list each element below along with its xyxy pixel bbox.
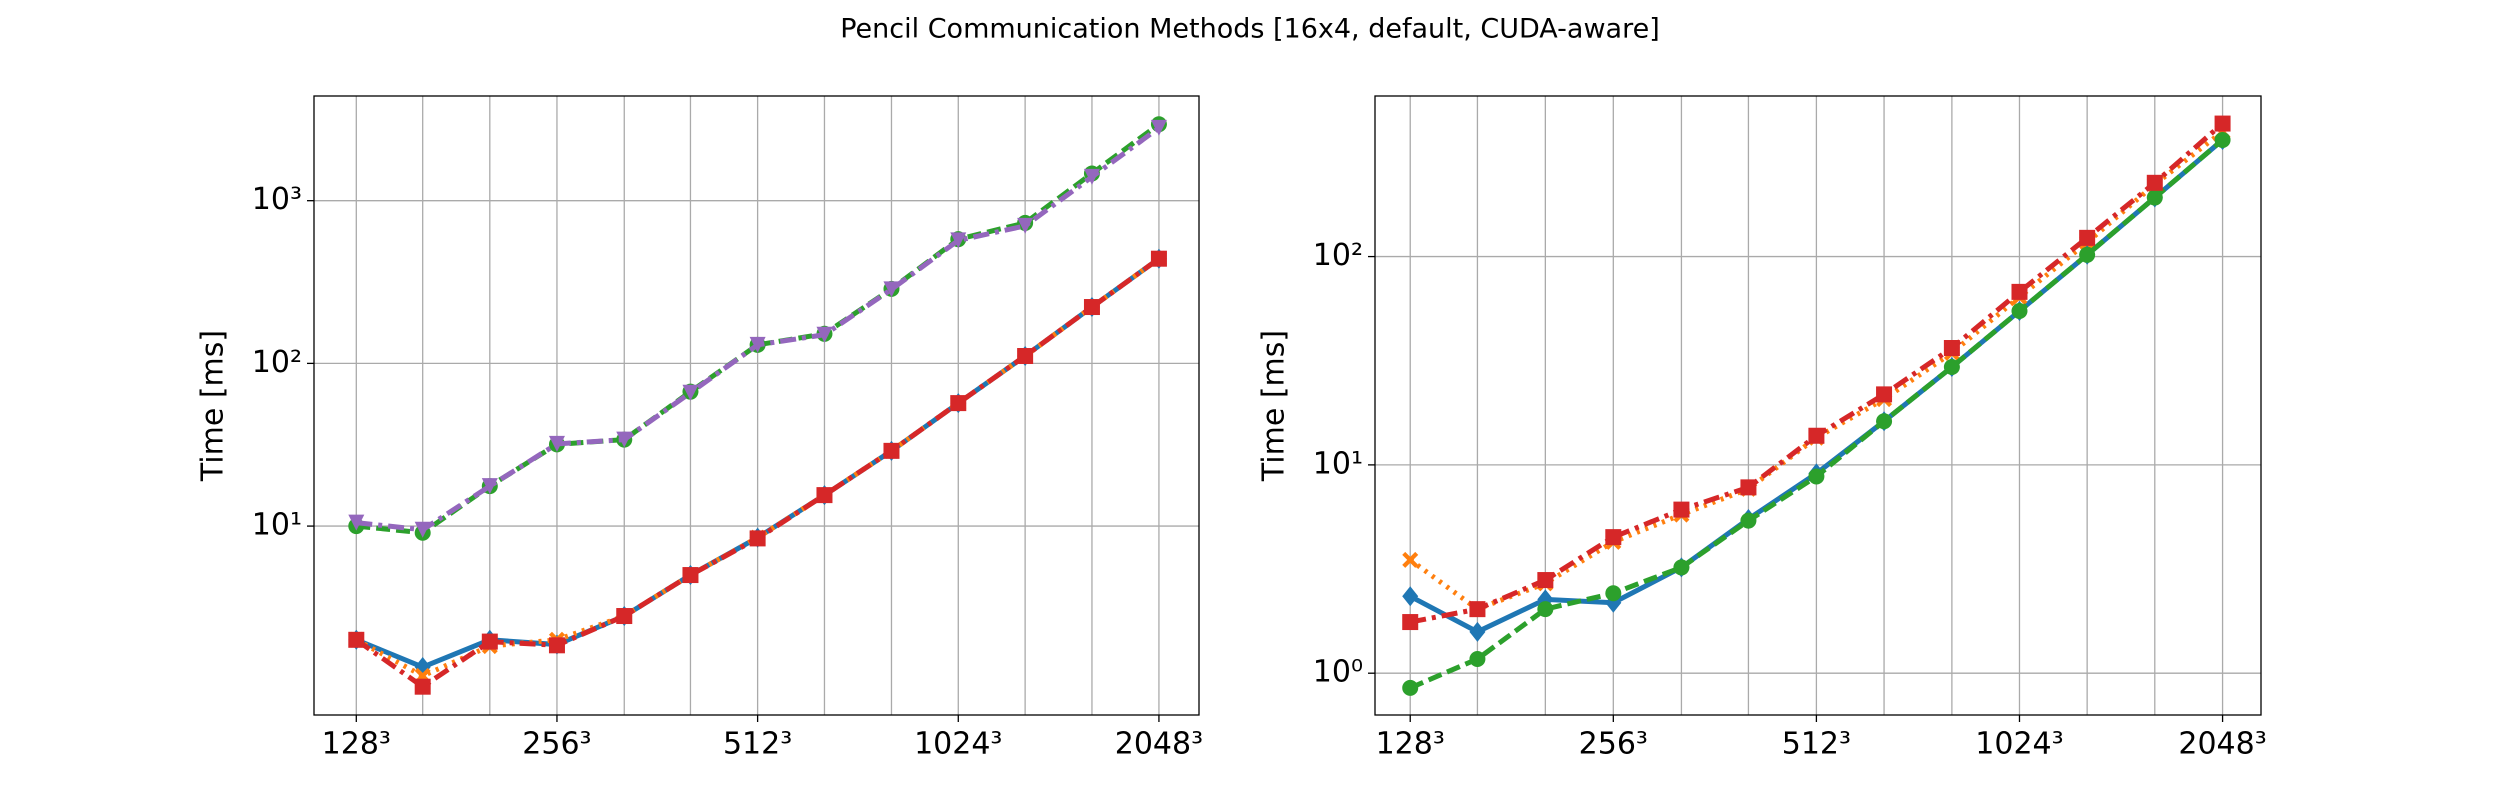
marker [548,637,565,654]
marker [2011,283,2028,300]
marker [1605,585,1622,602]
marker [1537,572,1554,589]
marker [348,514,365,531]
y-axis-label: Time [ms] [196,330,231,482]
x-tick-label: 512³ [1782,727,1851,762]
marker [816,326,833,343]
marker [1943,340,1960,357]
marker [1673,501,1690,518]
marker [1673,559,1690,576]
marker [414,521,431,538]
x-tick-label: 1024³ [914,727,1002,762]
x-tick-label: 128³ [1376,727,1445,762]
marker [2079,229,2096,246]
marker [2146,189,2163,206]
marker [950,232,967,249]
marker [1402,551,1419,568]
marker [2079,246,2096,263]
x-tick-label: 512³ [723,727,792,762]
axes: 10¹ 10² 10³ 128³ 256³ 512³ 1024³ 2048³ Time [ms] [196,95,1203,762]
marker [414,678,431,695]
marker [950,395,967,412]
marker [1469,650,1486,667]
marker [2146,174,2163,191]
marker [1469,601,1486,618]
marker [1017,217,1034,234]
x-tick-label: 256³ [522,727,591,762]
y-axis-label: Time [ms] [1257,330,1292,482]
marker [2214,131,2231,148]
x-tick-label: 2048³ [2178,727,2266,762]
marker [616,431,633,448]
marker [1402,614,1419,631]
y-tick-label: 10² [1313,238,1363,273]
marker [1469,621,1486,642]
marker [616,608,633,625]
x-tick-label: 128³ [322,727,391,762]
marker [1083,168,1100,185]
marker [1605,529,1622,546]
marker [1402,679,1419,696]
marker [548,435,565,452]
marker [1876,413,1893,430]
marker [1943,359,1960,376]
marker [1876,386,1893,403]
marker [348,631,365,648]
marker [749,530,766,547]
y-tick-label: 10⁰ [1313,655,1363,690]
marker [1150,250,1167,267]
y-tick-label: 10² [252,345,302,380]
marker [883,281,900,298]
marker [749,336,766,353]
axes-frame [313,95,1200,716]
figure-title: Pencil Communication Methods [16x4, defa… [840,14,1660,45]
marker [2214,115,2231,132]
marker [1808,468,1825,485]
x-tick-label: 256³ [1579,727,1648,762]
x-tick-label: 1024³ [1975,727,2063,762]
marker [2011,302,2028,319]
marker [883,442,900,459]
marker [481,478,498,495]
marker [1740,512,1757,529]
marker [682,567,699,584]
axes: 10⁰ 10¹ 10² 128³ 256³ 512³ 1024³ 2048³ Time [ms] [1257,95,2267,762]
marker [1017,348,1034,365]
marker [816,487,833,504]
marker [1150,119,1167,136]
y-tick-label: 10¹ [1313,446,1363,481]
y-tick-label: 10¹ [252,508,302,543]
axes-frame [1374,95,2262,716]
marker [1537,601,1554,618]
marker [682,384,699,401]
marker [1083,299,1100,316]
marker [1808,427,1825,444]
y-tick-label: 10³ [252,182,302,217]
marker [481,633,498,650]
marker [1740,479,1757,496]
marker [1402,586,1419,607]
x-tick-label: 2048³ [1115,727,1203,762]
